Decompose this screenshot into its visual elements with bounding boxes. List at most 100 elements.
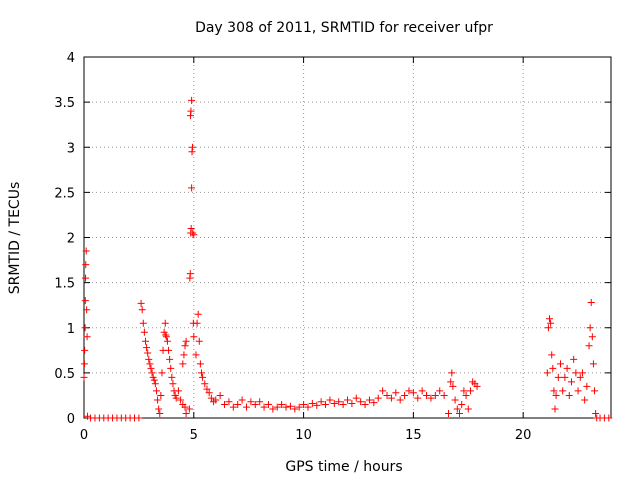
data-point [392,389,400,397]
data-point [583,382,591,390]
data-point [552,391,560,399]
data-point [550,387,558,395]
x-tick-label: 10 [295,428,312,443]
y-axis-title: SRMTID / TECUs [7,182,23,295]
y-tick-label: 2.5 [54,186,75,201]
data-point [166,355,174,363]
x-axis-title: GPS time / hours [285,459,402,475]
data-point [194,310,202,318]
data-point [447,378,455,386]
data-point [154,396,162,404]
data-point [141,337,149,345]
data-point [195,337,203,345]
data-point [80,360,88,368]
data-point [207,394,215,402]
data-point [83,306,91,314]
data-point [137,299,145,307]
data-point [139,319,147,327]
data-point [326,396,334,404]
data-point [409,389,417,397]
data-point [172,394,180,402]
data-point [264,400,272,408]
data-point [152,387,160,395]
data-point [155,405,163,413]
data-point [473,382,481,390]
data-point [427,394,435,402]
data-point [304,403,312,411]
data-point [396,396,404,404]
data-point [161,319,169,327]
data-point [344,396,351,404]
data-point [286,402,294,410]
data-point [242,403,250,411]
data-point [199,373,207,381]
data-point [181,403,189,411]
data-point [148,369,156,377]
data-point [570,355,578,363]
data-point [82,274,90,282]
data-point [567,378,575,386]
data-point [187,224,195,232]
data-point [464,405,472,413]
data-point [335,398,343,406]
data-point [548,351,556,359]
data-point [188,96,196,104]
data-point [383,391,391,399]
data-point [193,319,201,327]
data-point [418,387,426,395]
data-point [83,333,91,341]
data-point [387,394,395,402]
data-point [162,331,170,339]
chart-title: Day 308 of 2011, SRMTID for receiver ufp… [195,20,493,36]
y-tick-label: 1.5 [54,277,75,292]
data-point [247,398,255,406]
data-point [185,405,193,413]
data-point [81,324,89,332]
data-point [144,349,152,357]
data-point [448,369,456,377]
data-point [196,360,204,368]
data-point [453,405,461,413]
data-point [189,229,197,237]
data-point [431,391,439,399]
data-point [592,409,600,417]
data-point [414,394,422,402]
data-point [282,403,290,411]
plot-frame [83,56,612,419]
data-point [188,143,196,151]
data-point [212,396,220,404]
data-point [565,391,573,399]
data-point [158,369,166,377]
data-point [197,369,205,377]
data-point [445,409,453,417]
data-point [179,360,187,368]
data-point [174,387,182,395]
tick-labels: 0 0.5 1 1.5 2 2.5 3 3.5 4 0 5 10 15 20 [54,51,531,443]
data-point [295,403,303,411]
data-point [462,391,470,399]
y-tick-label: 2 [67,232,75,247]
data-point [146,360,154,368]
data-point [225,398,233,406]
data-point [269,405,277,413]
data-point [187,107,195,115]
data-point [370,399,378,407]
data-point [82,247,90,255]
data-points [80,96,613,422]
data-point [308,400,316,408]
data-point [162,333,170,341]
data-point [330,400,338,408]
data-point [221,400,229,408]
data-point [82,261,90,269]
data-point [556,360,564,368]
data-point [559,387,567,395]
data-point [216,391,224,399]
y-tick-label: 0 [67,412,75,427]
data-point [585,342,593,350]
data-point [256,398,264,406]
data-point [458,400,466,408]
data-point [591,387,599,395]
data-point [156,409,164,417]
data-point [317,398,325,406]
